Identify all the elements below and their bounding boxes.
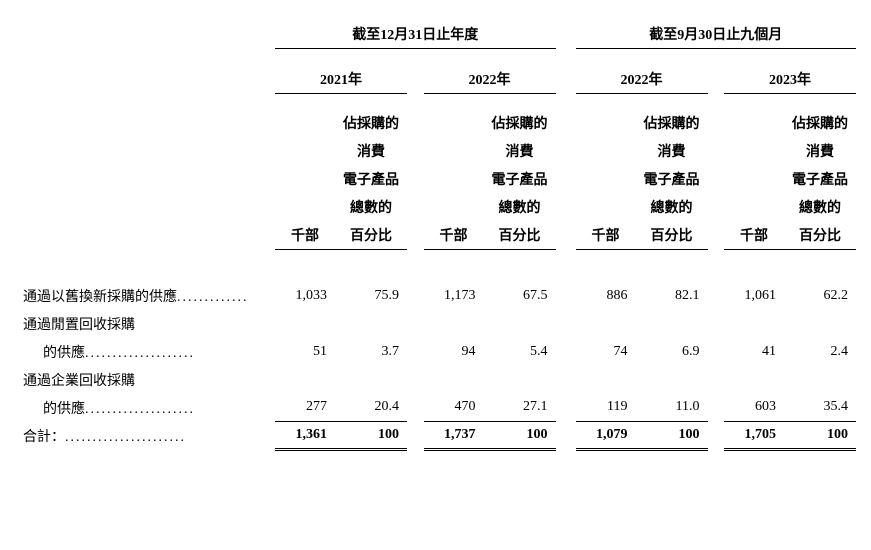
col-unit-2d: 百分比 <box>784 221 856 250</box>
header-year-2022b: 2022年 <box>576 65 708 94</box>
cell-r3-g: 603 <box>724 394 784 422</box>
table-row: 通過以舊換新採購的供應............. 1,033 75.9 1,17… <box>15 282 856 310</box>
cell-r1-g: 1,061 <box>724 282 784 310</box>
cell-r2-g: 41 <box>724 338 784 366</box>
cell-r3-e: 119 <box>576 394 636 422</box>
col-sub-1d: 佔採購的 <box>784 109 856 137</box>
cell-r2-d: 5.4 <box>484 338 556 366</box>
col-sub-3b: 電子產品 <box>484 165 556 193</box>
col-unit-2c: 百分比 <box>636 221 708 250</box>
col-sub-3c: 電子產品 <box>636 165 708 193</box>
row-label-2a: 通過閒置回收採購 <box>15 310 275 338</box>
col-sub-2a: 消費 <box>335 137 407 165</box>
cell-r3-c: 470 <box>424 394 484 422</box>
cell-r1-e: 886 <box>576 282 636 310</box>
col-sub-4c: 總數的 <box>636 193 708 221</box>
cell-total-g: 1,705 <box>724 422 784 450</box>
row-label-2b: 的供應.................... <box>15 338 275 366</box>
col-unit-1d: 千部 <box>724 221 784 250</box>
cell-r3-f: 11.0 <box>636 394 708 422</box>
cell-r2-a: 51 <box>275 338 335 366</box>
cell-r1-b: 75.9 <box>335 282 407 310</box>
col-sub-4d: 總數的 <box>784 193 856 221</box>
cell-total-c: 1,737 <box>424 422 484 450</box>
header-year-2021: 2021年 <box>275 65 407 94</box>
cell-r3-a: 277 <box>275 394 335 422</box>
cell-r3-h: 35.4 <box>784 394 856 422</box>
cell-r1-c: 1,173 <box>424 282 484 310</box>
table-row: 的供應.................... 277 20.4 470 27.… <box>15 394 856 422</box>
cell-r2-e: 74 <box>576 338 636 366</box>
row-label-3b: 的供應.................... <box>15 394 275 422</box>
col-sub-2d: 消費 <box>784 137 856 165</box>
cell-r3-b: 20.4 <box>335 394 407 422</box>
col-sub-4a: 總數的 <box>335 193 407 221</box>
cell-r1-d: 67.5 <box>484 282 556 310</box>
cell-r1-f: 82.1 <box>636 282 708 310</box>
header-year-2023: 2023年 <box>724 65 856 94</box>
row-label-1: 通過以舊換新採購的供應............. <box>15 282 275 310</box>
table-row: 通過企業回收採購 <box>15 366 856 394</box>
cell-r1-h: 62.2 <box>784 282 856 310</box>
financial-table-container: 截至12月31日止年度 截至9月30日止九個月 2021年 2022年 2022… <box>0 20 871 451</box>
col-unit-1b: 千部 <box>424 221 484 250</box>
cell-r3-d: 27.1 <box>484 394 556 422</box>
col-sub-1c: 佔採購的 <box>636 109 708 137</box>
cell-total-f: 100 <box>636 422 708 450</box>
header-period-1: 截至12月31日止年度 <box>275 20 556 49</box>
col-unit-1a: 千部 <box>275 221 335 250</box>
header-year-2022a: 2022年 <box>424 65 556 94</box>
table-row: 通過閒置回收採購 <box>15 310 856 338</box>
col-sub-3a: 電子產品 <box>335 165 407 193</box>
cell-total-h: 100 <box>784 422 856 450</box>
col-unit-1c: 千部 <box>576 221 636 250</box>
financial-table: 截至12月31日止年度 截至9月30日止九個月 2021年 2022年 2022… <box>15 20 856 451</box>
table-row-total: 合計：...................... 1,361 100 1,73… <box>15 422 856 450</box>
cell-r2-c: 94 <box>424 338 484 366</box>
cell-total-b: 100 <box>335 422 407 450</box>
cell-r2-b: 3.7 <box>335 338 407 366</box>
col-sub-2b: 消費 <box>484 137 556 165</box>
col-sub-2c: 消費 <box>636 137 708 165</box>
table-body: 通過以舊換新採購的供應............. 1,033 75.9 1,17… <box>15 250 856 450</box>
header-blank <box>15 20 275 49</box>
table-row: 的供應.................... 51 3.7 94 5.4 74… <box>15 338 856 366</box>
col-sub-1b: 佔採購的 <box>484 109 556 137</box>
cell-r2-h: 2.4 <box>784 338 856 366</box>
header-period-2: 截至9月30日止九個月 <box>576 20 857 49</box>
table-header: 截至12月31日止年度 截至9月30日止九個月 2021年 2022年 2022… <box>15 20 856 250</box>
row-label-total: 合計：...................... <box>15 422 275 450</box>
row-label-3a: 通過企業回收採購 <box>15 366 275 394</box>
col-sub-3d: 電子產品 <box>784 165 856 193</box>
col-sub-4b: 總數的 <box>484 193 556 221</box>
cell-total-a: 1,361 <box>275 422 335 450</box>
cell-total-d: 100 <box>484 422 556 450</box>
cell-r1-a: 1,033 <box>275 282 335 310</box>
col-unit-2a: 百分比 <box>335 221 407 250</box>
col-sub-1a: 佔採購的 <box>335 109 407 137</box>
cell-total-e: 1,079 <box>576 422 636 450</box>
cell-r2-f: 6.9 <box>636 338 708 366</box>
col-unit-2b: 百分比 <box>484 221 556 250</box>
